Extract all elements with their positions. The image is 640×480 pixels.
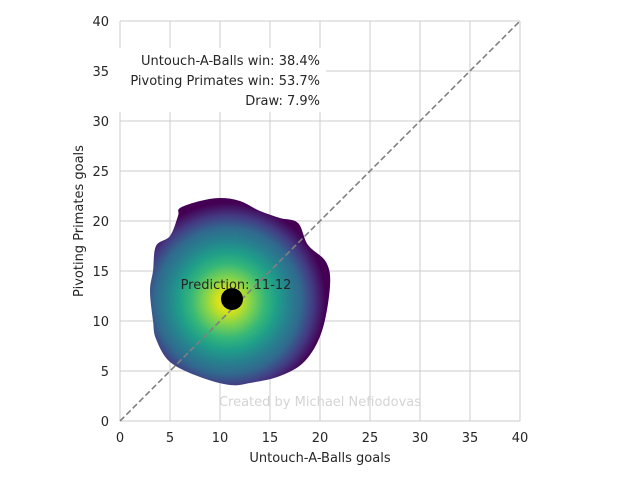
prediction-marker xyxy=(221,288,243,310)
y-tick-label: 0 xyxy=(101,415,109,430)
diagonal-line xyxy=(119,20,521,422)
x-tick-label: 25 xyxy=(362,431,379,446)
prediction-label: Prediction: 11-12 xyxy=(181,278,292,293)
team-b-win-text: Pivoting Primates win: 53.7% xyxy=(130,74,320,89)
x-tick-label: 40 xyxy=(512,431,529,446)
y-axis-label: Pivoting Primates goals xyxy=(72,145,87,297)
draw-text: Draw: 7.9% xyxy=(245,94,320,109)
x-axis-label: Untouch-A-Balls goals xyxy=(249,451,390,466)
watermark: Created by Michael Nefiodovas xyxy=(219,395,421,410)
y-tick-label: 35 xyxy=(92,65,109,80)
x-tick-label: 35 xyxy=(462,431,479,446)
x-tick-label: 20 xyxy=(312,431,329,446)
x-tick-label: 5 xyxy=(166,431,174,446)
x-tick-label: 30 xyxy=(412,431,429,446)
x-tick-label: 0 xyxy=(116,431,124,446)
y-tick-label: 25 xyxy=(92,165,109,180)
x-tick-labels: 0 5 10 15 20 25 30 35 40 xyxy=(116,431,528,446)
x-tick-label: 10 xyxy=(212,431,229,446)
y-tick-label: 5 xyxy=(101,365,109,380)
y-tick-label: 10 xyxy=(92,315,109,330)
y-tick-label: 20 xyxy=(92,215,109,230)
x-tick-label: 15 xyxy=(262,431,279,446)
y-tick-label: 40 xyxy=(92,15,109,30)
y-tick-label: 15 xyxy=(92,265,109,280)
y-tick-labels: 0 5 10 15 20 25 30 35 40 xyxy=(92,15,109,430)
y-tick-label: 30 xyxy=(92,115,109,130)
team-a-win-text: Untouch-A-Balls win: 38.4% xyxy=(141,54,320,69)
win-probability-box: Untouch-A-Balls win: 38.4% Pivoting Prim… xyxy=(116,48,326,112)
